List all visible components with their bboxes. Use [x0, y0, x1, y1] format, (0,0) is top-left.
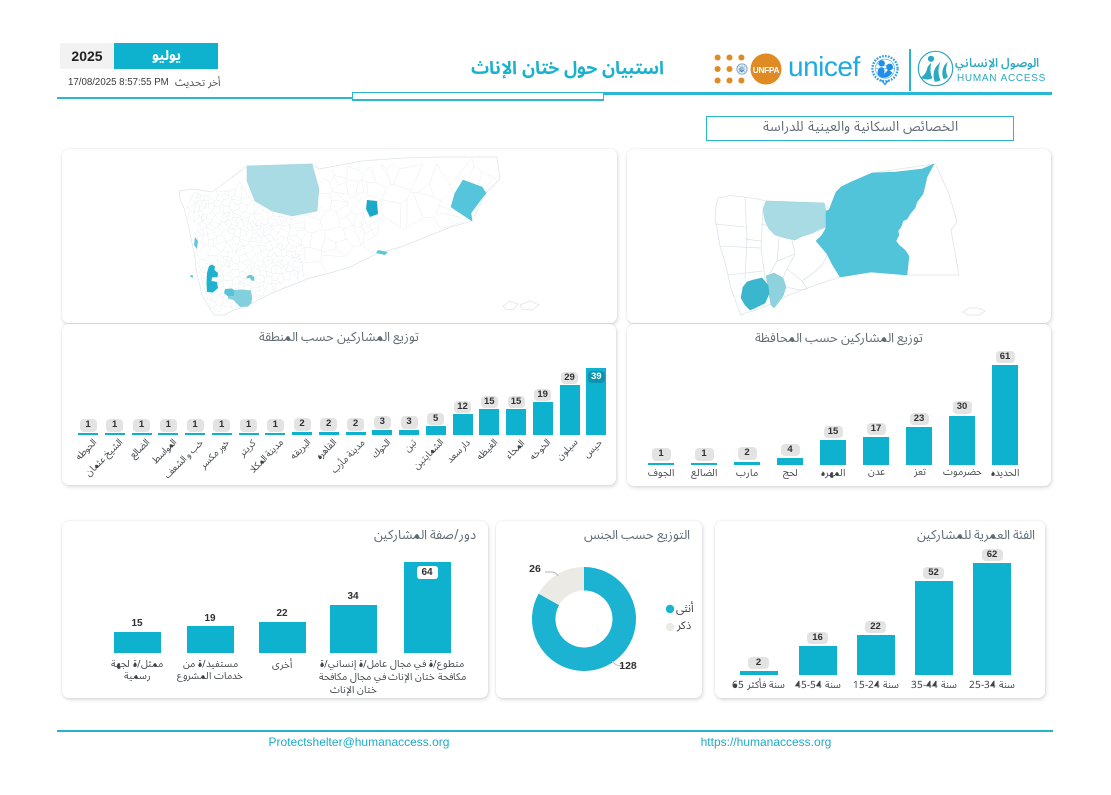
svg-text:UNFPA: UNFPA	[753, 65, 780, 75]
